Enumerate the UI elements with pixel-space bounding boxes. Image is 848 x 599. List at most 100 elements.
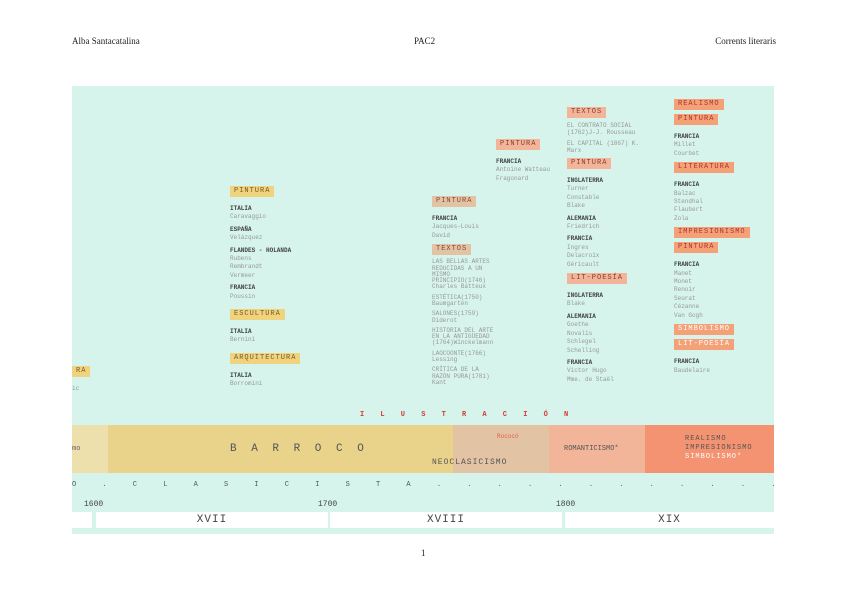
tag-pintura: PINTURA [674,114,719,125]
country-label: ALEMANIA [567,214,596,222]
author: Mme. de Staël [567,375,614,383]
tag-textos: TEXTOS [567,107,607,118]
artist: Vermeer [230,271,256,279]
artist: Constable [567,193,600,201]
artist: Blake [567,202,586,210]
artist: Rubens [230,255,252,263]
year-1800: 1800 [556,500,576,509]
country-label: FRANCIA [432,215,458,222]
artist: Rembrandt [230,263,263,271]
rococo-label: Rococó [497,433,519,440]
clasicista-label: O . C L A S I C I S T A . . . . . . . . … [72,481,774,489]
author: Blake [567,300,586,308]
tag-textos: TEXTOS [432,244,472,256]
clasicista-row: O . C L A S I C I S T A . . . . . . . . … [72,475,774,500]
year-1600: 1600 [84,500,104,509]
author: Baudelaire [674,366,711,374]
country-label: FRANCIA [567,358,593,366]
artist: Poussin [230,292,256,300]
artist: Borromini [230,380,263,388]
neoclasicismo-label: NEOCLASICISMO [432,458,508,467]
artist: Seurat [674,294,696,302]
text-entry: LAOCOONTE(1766) Lessing [432,349,487,364]
author: Schlegel [567,338,596,346]
country-label: INGLATERRA [567,292,604,300]
author: Goethe [567,321,589,329]
country-label: FRANCIA [674,358,700,366]
text-entry: ESTÉTICA(1750) Baumgarten [432,293,483,307]
country-label: FLANDES - HOLANDA [230,246,292,254]
simbolismo-band-label: SIMBOLISMO* [685,453,743,461]
timeline-figure: RA ic PINTURA ITALIA Caravaggio ESPAÑA V… [72,86,774,534]
tag-lit-poesia: LIT-POESÍA [674,339,735,351]
tag-pintura: PINTURA [432,196,477,207]
author: Novalis [567,329,593,337]
tag-pintura: PINTURA [567,158,612,169]
century-xvii [72,512,92,528]
country-label: FRANCIA [674,133,700,140]
tag-arquitectura: ARQUITECTURA [230,352,301,364]
column-neoclasicismo: PINTURA FRANCIA Jacques-Louis David TEXT… [432,196,500,386]
artist: Millet [674,141,696,149]
artist: Antoine Watteau [496,166,551,174]
text-entry: EL CAPITAL (1867) K. Marx [567,140,640,154]
column-rococo: PINTURA FRANCIA Antoine Watteau Fragonar… [496,139,550,183]
header-author: Alba Santacatalina [72,36,140,46]
tag-simbolismo: SIMBOLISMO [674,324,735,336]
artist: Fragonard [496,174,529,182]
artist: Renoir [674,286,696,294]
artist: Delacroix [567,252,600,260]
header-title: PAC2 [414,36,436,46]
text-entry: HISTORIA DEL ARTE EN LA ANTIGÜEDAD (1764… [432,326,494,347]
header-subject: Corrents literaris [715,36,776,46]
century-xvii: XVII [96,512,328,528]
artist: Van Gogh [674,311,703,319]
artist: Ingres [567,243,589,251]
tag-lit-poesia: LIT-POESÍA [567,273,628,285]
column-barroco: PINTURA ITALIA Caravaggio ESPAÑA Velázqu… [230,186,301,389]
country-label: INGLATERRA [567,177,604,184]
author: Stendhal [674,198,703,206]
century-xix: XIX [565,512,774,528]
author: Balzac [674,189,696,197]
artist: Caravaggio [230,213,267,221]
band-barroco: B A R R O C O [108,425,453,473]
country-label: FRANCIA [674,181,700,189]
text-entry: LAS BELLAS ARTES REDUCIDAS A UN MISMO PR… [432,258,490,291]
impresionismo-band-label: IMPRESIONISMO [685,444,753,452]
artist: Jacques-Louis David [432,223,479,239]
text-entry: EL CONTRATO SOCIAL (1762)J-J. Rousseau [567,122,636,136]
tag-pintura-2: PINTURA [674,242,719,254]
column-romanticismo: TEXTOS EL CONTRATO SOCIAL (1762)J-J. Rou… [567,107,645,384]
century-xviii: XVIII [330,512,562,528]
artist: Géricault [567,260,600,268]
tag-realismo: REALISMO [674,99,724,110]
year-1700: 1700 [318,500,338,509]
band-rococo: Rococó [453,425,549,473]
author: Victor Hugo [567,367,607,375]
band-left-fragment-label: mo [72,445,81,453]
ilustracion-label: I L U S T R A C I Ó N [360,411,575,419]
tag-literatura: LITERATURA [674,162,735,174]
author: Flaubert [674,206,703,214]
text-entry: SALONES(1759) Diderot [432,310,479,324]
fragment-text: ic [72,385,80,392]
tag-pintura: PINTURA [496,139,541,150]
country-label: FRANCIA [496,158,522,165]
tag-pintura: PINTURA [230,186,275,197]
artist: Courbet [674,149,700,157]
romanticismo-label: ROMANTICISMO* [564,445,619,453]
artist: Manet [674,269,693,277]
author: Schelling [567,346,600,354]
author: Zola [674,214,689,222]
tag-escultura: ESCULTURA [230,309,285,321]
country-label: ALEMANIA [567,312,596,320]
country-label: ITALIA [230,328,252,336]
country-label: FRANCIA [674,261,700,269]
artist: Turner [567,185,589,193]
text-entry: CRÍTICA DE LA RAZÓN PURA(1781) Kant [432,366,490,386]
country-label: FRANCIA [230,284,256,292]
column-fragment: RA ic [72,366,91,393]
country-label: ITALIA [230,205,252,212]
band-romanticismo: ROMANTICISMO* [549,425,645,473]
